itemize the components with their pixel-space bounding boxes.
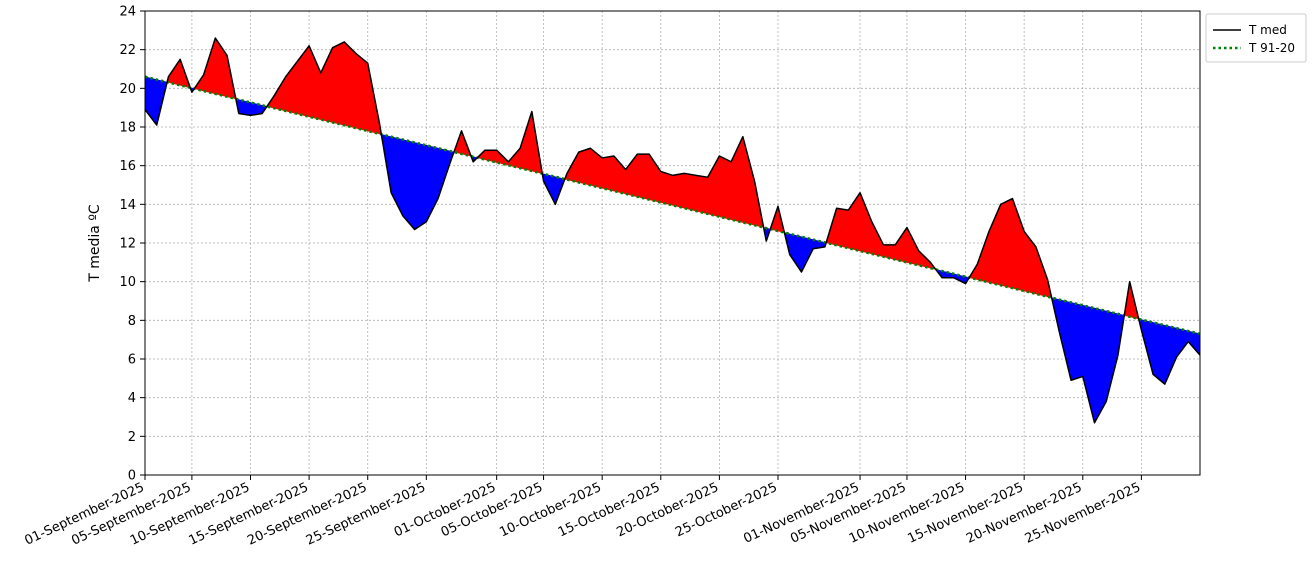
below-normal-fill <box>1082 304 1095 423</box>
y-tick-label: 18 <box>119 121 136 136</box>
below-normal-fill <box>1070 302 1084 381</box>
x-tick-label: 10-October-2025 <box>497 480 604 540</box>
series-line-layer <box>144 37 1201 424</box>
below-normal-fill <box>1176 327 1189 358</box>
series-line-t-med <box>144 37 1201 424</box>
above-normal-fill <box>871 221 884 258</box>
above-normal-fill <box>719 155 732 220</box>
legend: T med T 91-20 <box>1205 13 1307 63</box>
above-normal-fill <box>1012 198 1025 292</box>
legend-label-t-normal: T 91-20 <box>1248 41 1295 55</box>
above-normal-fill <box>578 147 591 186</box>
below-normal-fill <box>1152 322 1166 385</box>
above-normal-fill <box>601 155 615 192</box>
below-normal-fill <box>414 142 427 231</box>
y-tick-label: 8 <box>128 314 136 329</box>
above-normal-fill <box>1035 246 1048 298</box>
below-normal-fill <box>789 233 802 273</box>
y-axis-label: T media ºC <box>87 204 103 283</box>
y-tick-label: 24 <box>119 5 136 20</box>
y-tick-label: 4 <box>128 391 136 406</box>
above-normal-fill <box>742 136 755 226</box>
above-normal-fill <box>484 149 497 163</box>
above-normal-fill <box>355 52 369 132</box>
legend-label-t-med: T med <box>1248 23 1287 37</box>
below-normal-fill <box>402 139 415 231</box>
above-normal-fill <box>1023 230 1037 295</box>
above-normal-fill <box>637 153 650 200</box>
above-normal-fill <box>859 192 873 255</box>
y-tick-label: 10 <box>119 275 136 290</box>
y-tick-label: 20 <box>119 82 136 97</box>
above-normal-fill <box>297 44 310 118</box>
above-normal-fill <box>625 153 638 198</box>
below-normal-fill <box>1105 310 1119 402</box>
above-normal-fill <box>836 207 849 249</box>
above-normal-fill <box>660 171 673 206</box>
above-normal-fill <box>590 147 603 189</box>
above-normal-fill <box>343 41 357 129</box>
x-tick-label: 20-October-2025 <box>615 480 722 540</box>
above-normal-fill <box>894 226 908 263</box>
y-tick-label: 16 <box>119 159 136 174</box>
above-normal-fill <box>976 231 990 283</box>
above-normal-fill <box>332 41 345 126</box>
above-normal-fill <box>695 174 708 215</box>
x-tick-label: 15-October-2025 <box>556 480 663 540</box>
x-ticks-layer: 01-September-202505-September-202510-Sep… <box>22 475 1143 549</box>
below-normal-fill <box>801 236 814 273</box>
above-normal-fill <box>683 173 697 212</box>
above-normal-fill <box>1000 198 1013 289</box>
y-tick-label: 12 <box>119 237 136 252</box>
above-normal-fill <box>203 37 216 95</box>
above-normal-fill <box>308 45 322 120</box>
below-normal-fill <box>1164 324 1177 385</box>
y-tick-label: 14 <box>119 198 136 213</box>
y-tick-label: 6 <box>128 353 136 368</box>
above-normal-fill <box>672 173 685 209</box>
y-tick-label: 0 <box>128 469 136 484</box>
anomaly-fill-layer <box>144 37 1201 423</box>
legend-box <box>1205 13 1307 63</box>
y-tick-label: 22 <box>119 43 136 58</box>
y-tick-label: 2 <box>128 430 136 445</box>
above-normal-fill <box>648 153 662 203</box>
